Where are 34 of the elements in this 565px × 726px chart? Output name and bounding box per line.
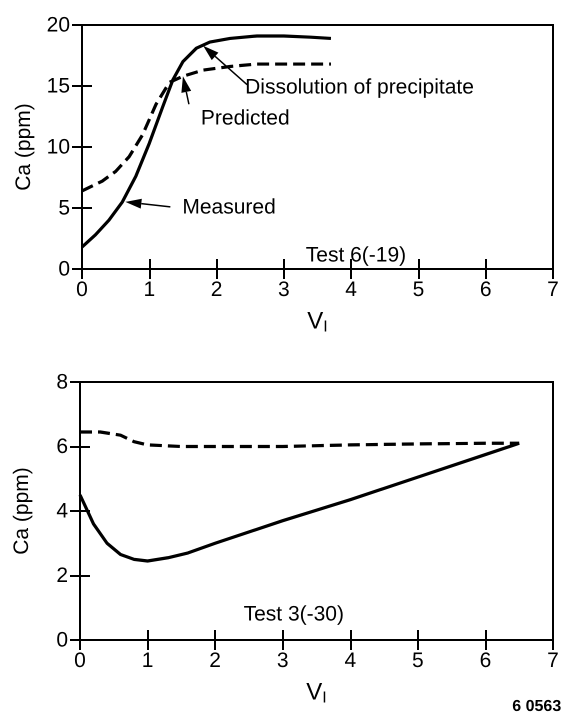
x-tick-label: 7 [547,649,559,672]
y-tick-label: 8 [56,370,68,394]
x-tick-label: 3 [278,278,290,301]
x-tick-label: 6 [480,278,492,301]
x-tick-label: 5 [412,278,424,301]
y-axis-title: Ca (ppm) [12,103,35,191]
y-axis-title: Ca (ppm) [10,467,33,555]
x-tick-label: 1 [142,649,154,672]
x-tick-label: 4 [344,649,356,672]
x-tick-label: 7 [547,278,559,301]
annotation: Test 6(-19) [306,244,406,266]
x-tick-label: 0 [76,278,88,301]
y-tick-label: 0 [56,628,68,652]
legend-label: Measured [182,195,276,218]
y-tick-label: 2 [56,564,68,587]
x-tick-label: 4 [345,278,358,301]
y-tick-label: 10 [46,136,70,158]
x-tick-label: 6 [480,649,492,672]
annotation: Test 3(-30) [244,602,344,626]
y-tick-label: 20 [46,14,70,36]
y-tick-label: 5 [58,196,70,220]
x-tick-label: 3 [276,649,289,672]
x-tick-label: 5 [412,649,424,672]
text: 6 0563 [512,698,562,716]
x-tick-label: 1 [143,278,156,301]
y-tick-label: 15 [46,74,70,98]
x-tick-label: 2 [209,649,221,672]
y-tick-label: 6 [56,435,68,458]
annotation: Dissolution of precipitate [245,76,474,99]
y-tick-label: 0 [58,258,70,280]
series-label: Predicted [200,106,290,130]
y-tick-label: 4 [56,500,68,522]
x-tick-label: 2 [210,278,222,301]
x-tick-label: 0 [74,649,86,672]
